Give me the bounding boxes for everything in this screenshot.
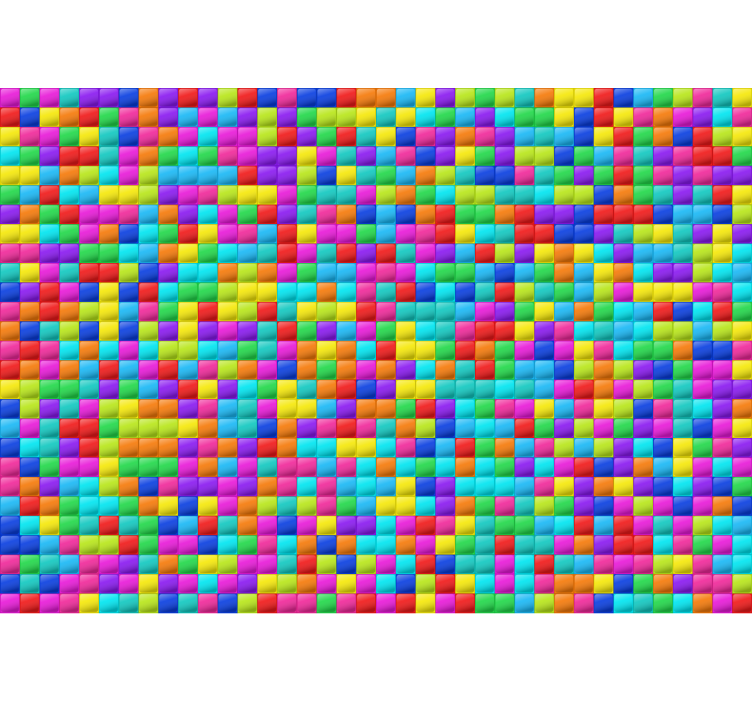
tile-shading [0, 88, 752, 613]
